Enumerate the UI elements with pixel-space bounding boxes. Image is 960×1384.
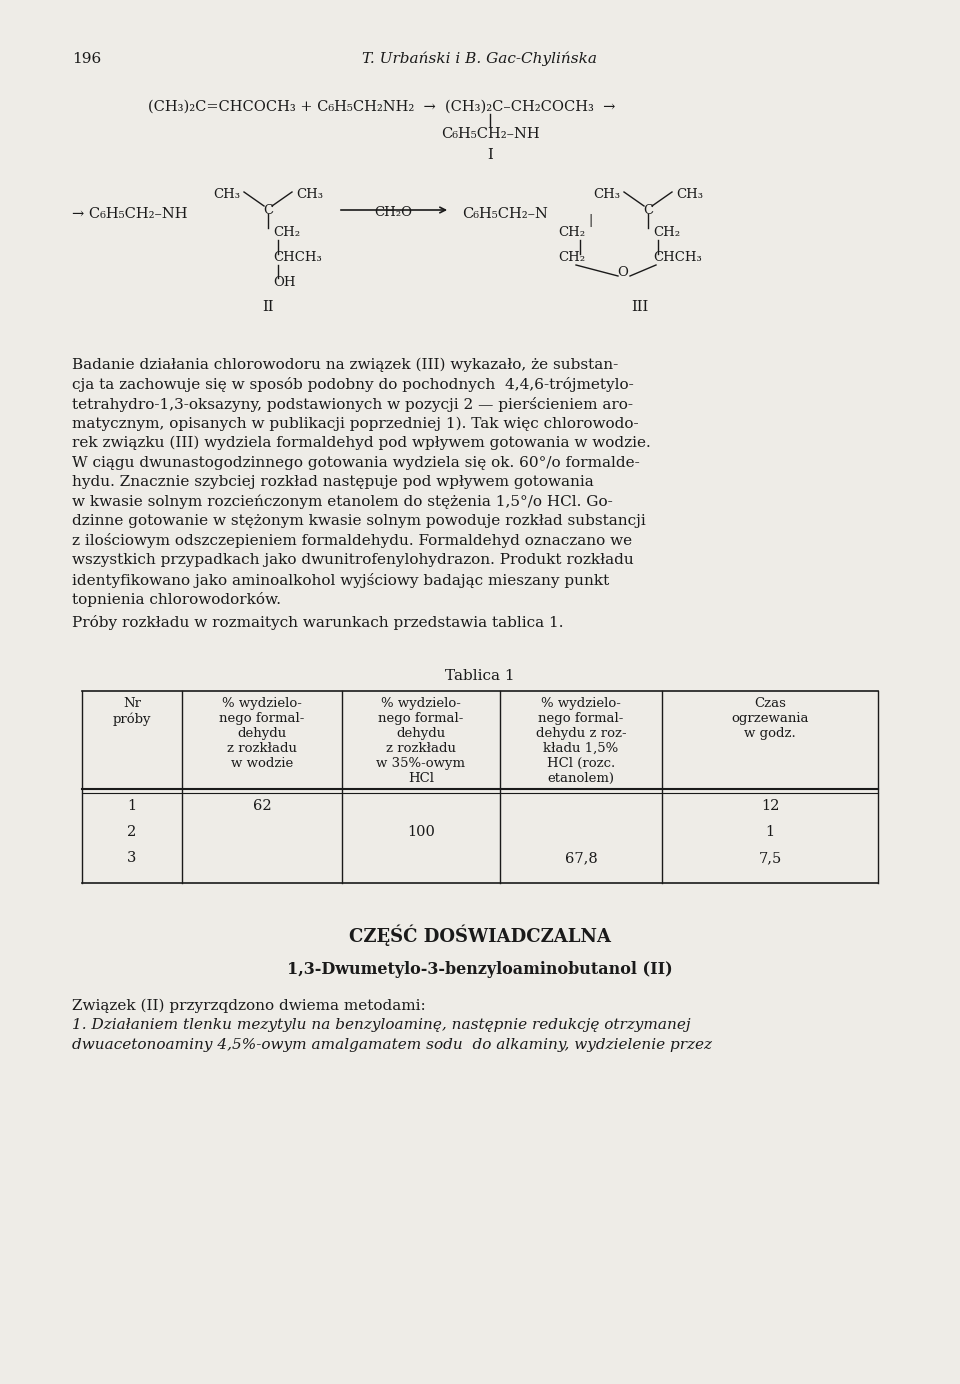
Text: II: II xyxy=(262,300,274,314)
Text: dwuacetonoaminy 4,5%-owym amalgamatem sodu  do alkaminy, wydzielenie przez: dwuacetonoaminy 4,5%-owym amalgamatem so… xyxy=(72,1038,712,1052)
Text: 1: 1 xyxy=(128,799,136,812)
Text: Związek (II) przyrzqdzono dwiema metodami:: Związek (II) przyrzqdzono dwiema metodam… xyxy=(72,999,425,1013)
Text: w kwasie solnym rozcieńczonym etanolem do stężenia 1,5°/o HCl. Go-: w kwasie solnym rozcieńczonym etanolem d… xyxy=(72,494,612,509)
Text: 196: 196 xyxy=(72,53,101,66)
Text: 12: 12 xyxy=(761,799,780,812)
Text: hydu. Znacznie szybciej rozkład następuje pod wpływem gotowania: hydu. Znacznie szybciej rozkład następuj… xyxy=(72,475,593,489)
Text: OH: OH xyxy=(273,275,296,289)
Text: I: I xyxy=(487,148,492,162)
Text: O: O xyxy=(617,266,629,280)
Text: 7,5: 7,5 xyxy=(758,851,781,865)
Text: III: III xyxy=(632,300,649,314)
Text: 1,3-Dwumetylo-3-benzyloaminobutanol (II): 1,3-Dwumetylo-3-benzyloaminobutanol (II) xyxy=(287,960,673,978)
Text: Badanie działania chlorowodoru na związek (III) wykazało, że substan-: Badanie działania chlorowodoru na związe… xyxy=(72,358,618,372)
Text: 3: 3 xyxy=(128,851,136,865)
Text: CZĘŚĆ DOŚWIADCZALNA: CZĘŚĆ DOŚWIADCZALNA xyxy=(349,925,611,947)
Text: W ciągu dwunastogodzinnego gotowania wydziela się ok. 60°/o formalde-: W ciągu dwunastogodzinnego gotowania wyd… xyxy=(72,455,639,469)
Text: → C₆H₅CH₂–NH: → C₆H₅CH₂–NH xyxy=(72,208,187,221)
Text: wszystkich przypadkach jako dwunitrofenylohydrazon. Produkt rozkładu: wszystkich przypadkach jako dwunitrofeny… xyxy=(72,554,634,567)
Text: Nr
próby: Nr próby xyxy=(112,698,152,725)
Text: z ilościowym odszczepieniem formaldehydu. Formaldehyd oznaczano we: z ilościowym odszczepieniem formaldehydu… xyxy=(72,533,632,548)
Text: C₆H₅CH₂–NH: C₆H₅CH₂–NH xyxy=(441,127,540,141)
Text: Próby rozkładu w rozmaitych warunkach przedstawia tablica 1.: Próby rozkładu w rozmaitych warunkach pr… xyxy=(72,616,564,631)
Text: topnienia chlorowodorków.: topnienia chlorowodorków. xyxy=(72,592,281,608)
Text: CH₂O: CH₂O xyxy=(374,206,412,219)
Text: Czas
ogrzewania
w godz.: Czas ogrzewania w godz. xyxy=(732,698,808,740)
Text: 1. Działaniem tlenku mezytylu na benzyloaminę, następnie redukcję otrzymanej: 1. Działaniem tlenku mezytylu na benzylo… xyxy=(72,1019,690,1032)
Text: CH₃: CH₃ xyxy=(296,188,323,201)
Text: CHCH₃: CHCH₃ xyxy=(653,251,702,264)
Text: CH₂: CH₂ xyxy=(558,251,585,264)
Text: CH₂: CH₂ xyxy=(273,226,300,239)
Text: CH₂: CH₂ xyxy=(558,226,585,239)
Text: % wydzielo-
nego formal-
dehydu
z rozkładu
w wodzie: % wydzielo- nego formal- dehydu z rozkła… xyxy=(219,698,304,770)
Text: % wydzielo-
nego formal-
dehydu
z rozkładu
w 35%-owym
HCl: % wydzielo- nego formal- dehydu z rozkła… xyxy=(376,698,466,785)
Text: C₆H₅CH₂–N: C₆H₅CH₂–N xyxy=(462,208,548,221)
Text: CHCH₃: CHCH₃ xyxy=(273,251,322,264)
Text: cja ta zachowuje się w sposób podobny do pochodnych  4,4,6-trójmetylo-: cja ta zachowuje się w sposób podobny do… xyxy=(72,378,634,393)
Text: 67,8: 67,8 xyxy=(564,851,597,865)
Text: % wydzielo-
nego formal-
dehydu z roz-
kładu 1,5%
HCl (rozc.
etanolem): % wydzielo- nego formal- dehydu z roz- k… xyxy=(536,698,626,785)
Text: (CH₃)₂C=CHCOCH₃ + C₆H₅CH₂NH₂  →  (CH₃)₂C–CH₂COCH₃  →: (CH₃)₂C=CHCOCH₃ + C₆H₅CH₂NH₂ → (CH₃)₂C–C… xyxy=(148,100,615,113)
Text: CH₂: CH₂ xyxy=(653,226,680,239)
Text: dzinne gotowanie w stężonym kwasie solnym powoduje rozkład substancji: dzinne gotowanie w stężonym kwasie solny… xyxy=(72,513,646,529)
Text: CH₃: CH₃ xyxy=(213,188,240,201)
Text: C: C xyxy=(263,203,273,217)
Text: tetrahydro-1,3-oksazyny, podstawionych w pozycji 2 — pierścieniem aro-: tetrahydro-1,3-oksazyny, podstawionych w… xyxy=(72,397,633,412)
Text: 1: 1 xyxy=(765,825,775,839)
Text: CH₃: CH₃ xyxy=(676,188,703,201)
Text: matycznym, opisanych w publikacji poprzedniej 1). Tak więc chlorowodo-: matycznym, opisanych w publikacji poprze… xyxy=(72,417,638,430)
Text: Tablica 1: Tablica 1 xyxy=(445,668,515,682)
Text: 62: 62 xyxy=(252,799,272,812)
Text: 2: 2 xyxy=(128,825,136,839)
Text: identyfikowano jako aminoalkohol wyjściowy badając mieszany punkt: identyfikowano jako aminoalkohol wyjścio… xyxy=(72,573,610,587)
Text: C: C xyxy=(643,203,653,217)
Text: 100: 100 xyxy=(407,825,435,839)
Text: T. Urbański i B. Gac-Chylińska: T. Urbański i B. Gac-Chylińska xyxy=(363,53,597,66)
Text: CH₃: CH₃ xyxy=(593,188,620,201)
Text: |: | xyxy=(588,215,592,227)
Text: rek związku (III) wydziela formaldehyd pod wpływem gotowania w wodzie.: rek związku (III) wydziela formaldehyd p… xyxy=(72,436,651,450)
